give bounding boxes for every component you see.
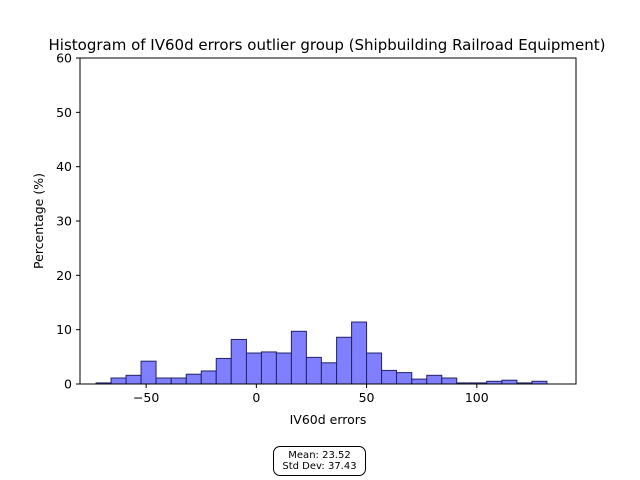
x-axis-label: IV60d errors xyxy=(290,412,367,427)
mean-label: Mean: 23.52 xyxy=(288,450,351,461)
histogram-bar xyxy=(290,330,307,385)
histogram-bar xyxy=(155,377,172,385)
x-tick-label: −50 xyxy=(133,390,159,405)
histogram-bar xyxy=(320,362,338,385)
histogram-bar xyxy=(351,321,368,385)
histogram-bar xyxy=(411,378,428,385)
histogram-bar xyxy=(426,374,443,385)
x-tick-label: 0 xyxy=(252,390,260,405)
stats-box: Mean: 23.52 Std Dev: 37.43 xyxy=(273,446,366,476)
histogram-bar xyxy=(305,356,322,385)
y-axis-label: Percentage (%) xyxy=(31,173,46,269)
histogram-bar xyxy=(215,357,232,385)
y-tick-label: 40 xyxy=(56,159,72,174)
histogram-bar xyxy=(396,372,413,385)
y-tick-label: 20 xyxy=(56,268,72,283)
x-tick-label: 50 xyxy=(359,390,375,405)
histogram-bar xyxy=(125,374,142,385)
std-dev-label: Std Dev: 37.43 xyxy=(282,461,357,472)
histogram-bar xyxy=(185,373,202,385)
histogram-bar xyxy=(260,351,277,385)
histogram-bar xyxy=(200,370,217,385)
histogram-bar xyxy=(275,352,292,385)
x-tick-label: 100 xyxy=(465,390,489,405)
chart-title: Histogram of IV60d errors outlier group … xyxy=(49,36,606,54)
histogram-bar xyxy=(366,352,383,385)
histogram-bar xyxy=(441,377,458,385)
histogram-bar xyxy=(501,379,518,385)
histogram-bars xyxy=(95,321,548,385)
histogram-bar xyxy=(336,336,353,385)
histogram-bar xyxy=(110,377,127,385)
histogram-bar xyxy=(230,338,247,385)
y-tick-label: 60 xyxy=(56,51,72,66)
histogram-bar xyxy=(381,369,398,385)
y-tick-label: 30 xyxy=(56,214,72,229)
plot-frame xyxy=(79,57,577,385)
histogram-bar xyxy=(245,352,262,385)
x-axis-ticks: −50 0 50 100 xyxy=(133,384,489,405)
y-tick-label: 50 xyxy=(56,105,72,120)
y-axis-ticks: 0 10 20 30 40 50 60 xyxy=(56,51,80,392)
y-tick-label: 10 xyxy=(56,322,72,337)
histogram-bar xyxy=(170,377,187,385)
y-tick-label: 0 xyxy=(64,377,72,392)
histogram-bar xyxy=(140,360,157,385)
